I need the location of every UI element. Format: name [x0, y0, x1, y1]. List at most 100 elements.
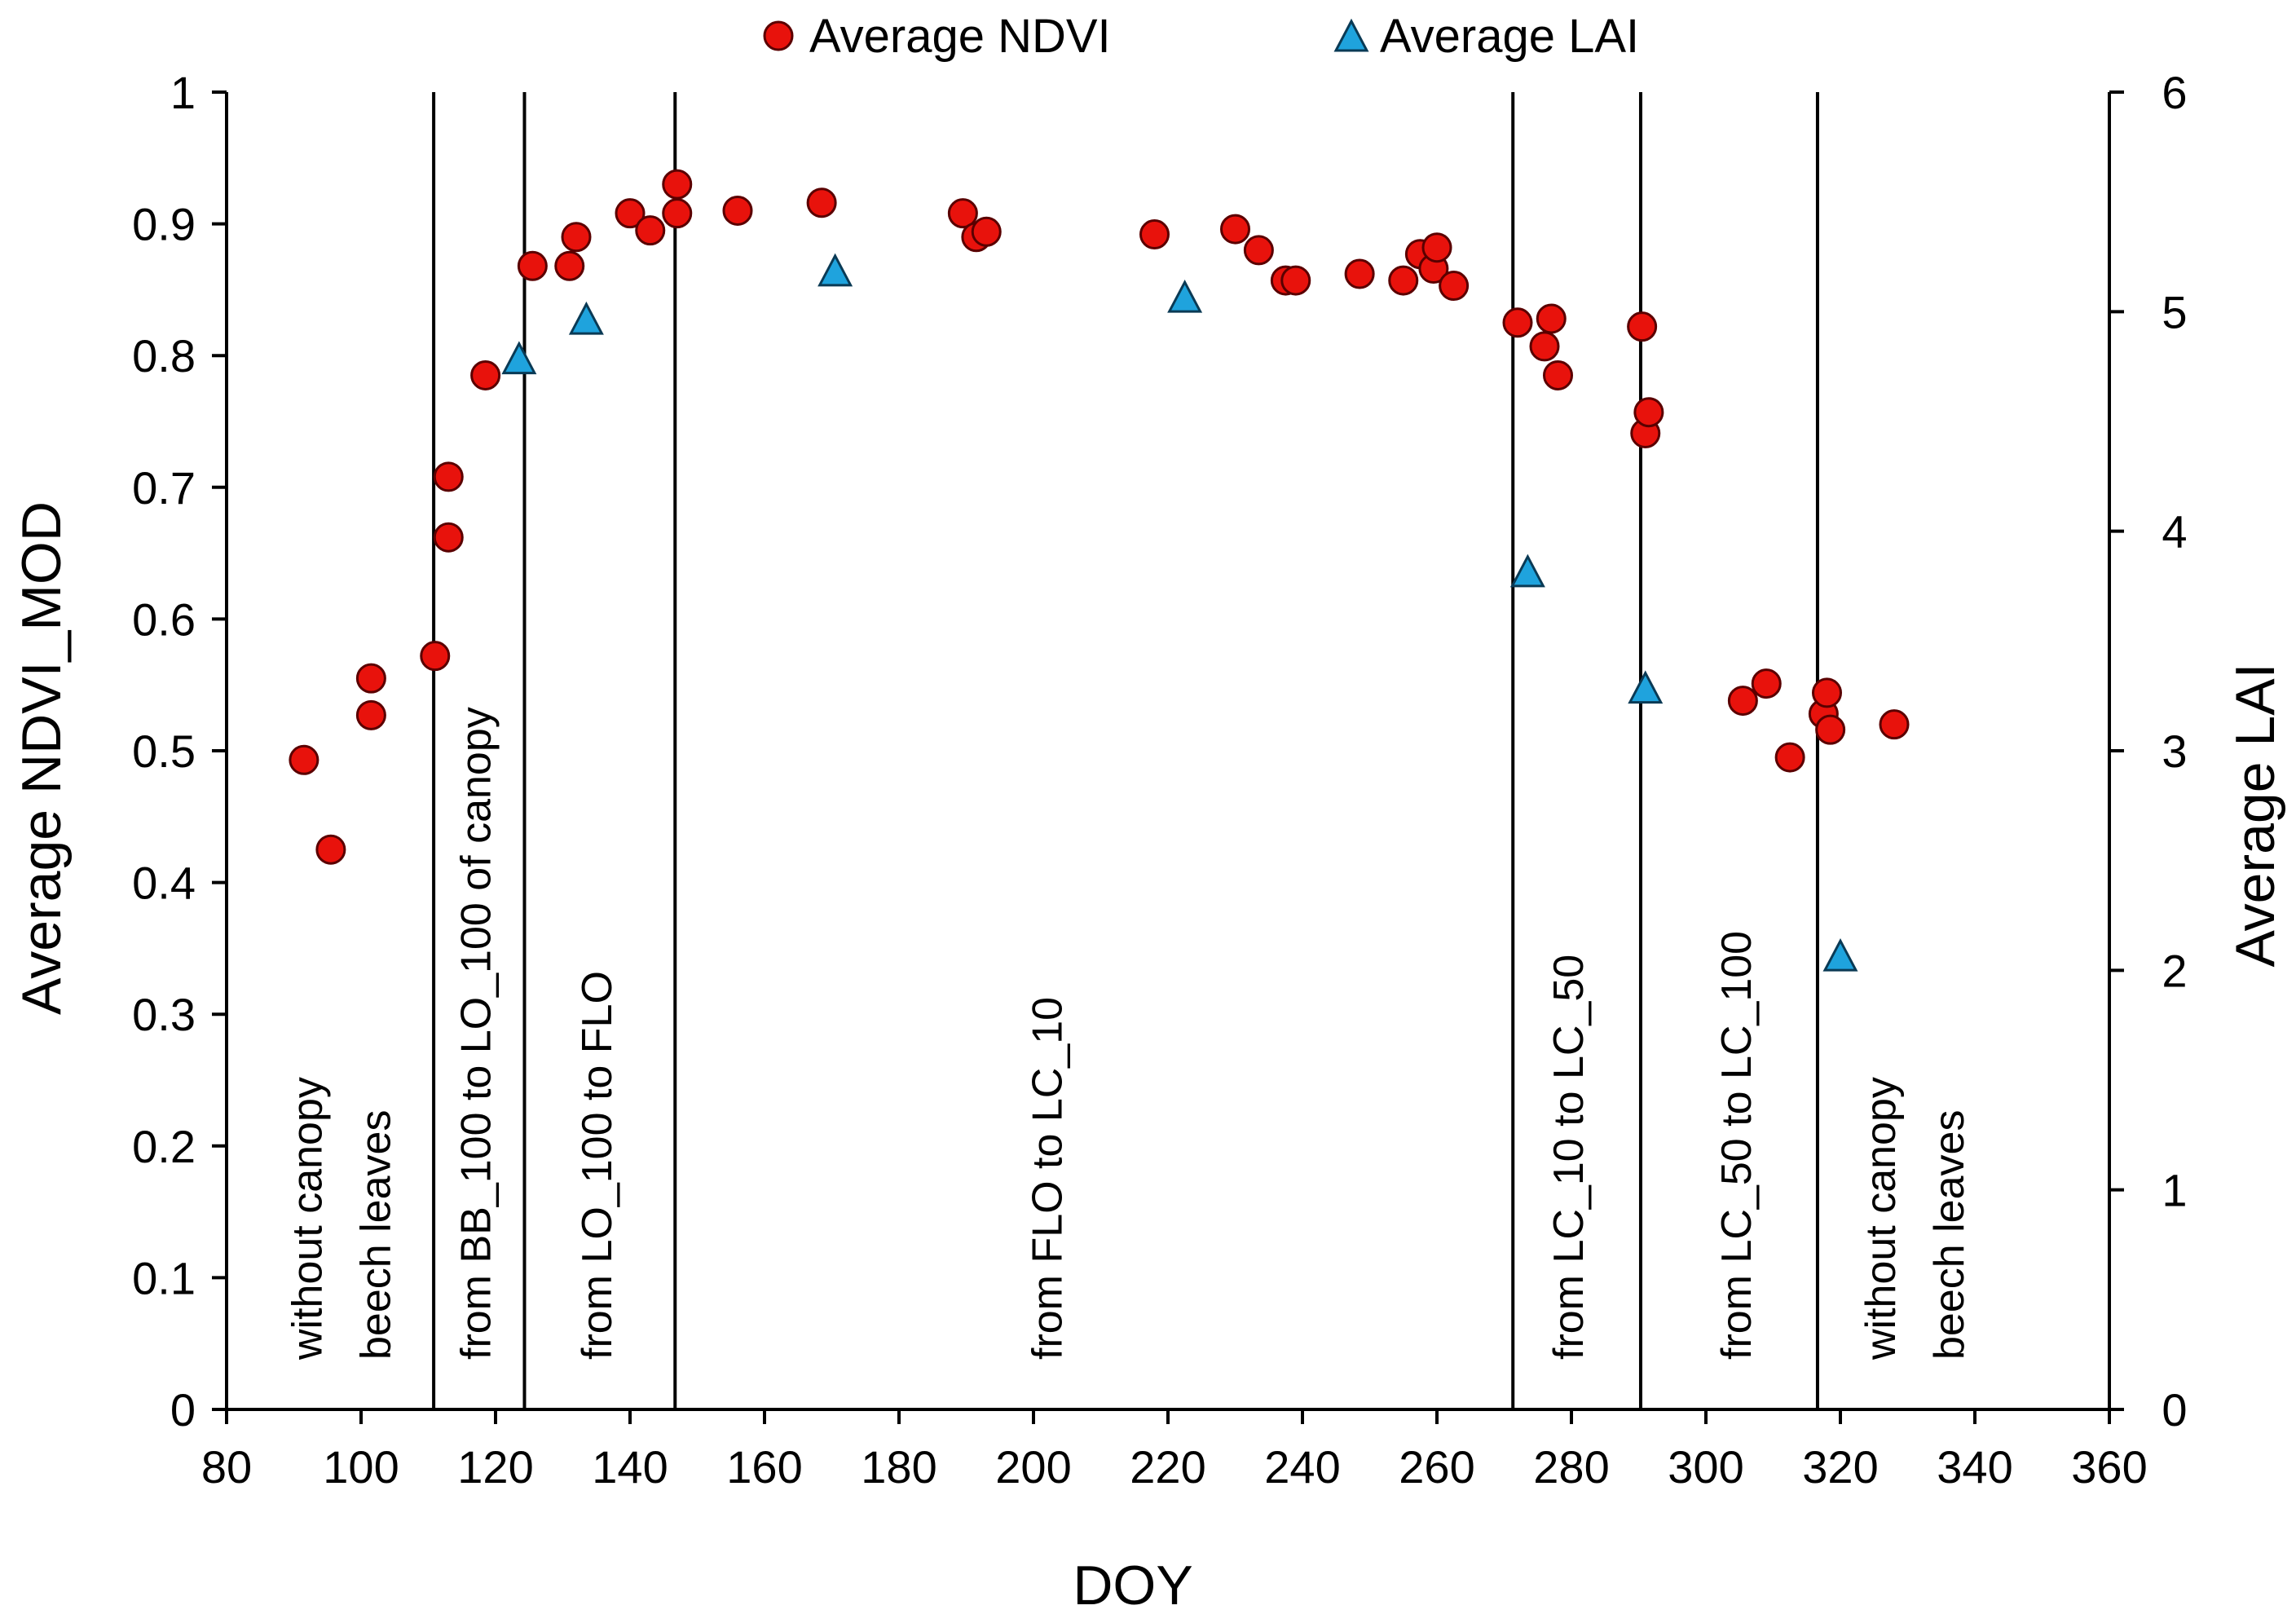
- lai-point: [1628, 670, 1664, 704]
- ndvi-point: [561, 222, 592, 253]
- ndvi-point: [806, 187, 837, 218]
- ndvi-point: [1388, 265, 1419, 296]
- lai-point: [501, 341, 537, 375]
- ndvi-point: [722, 195, 753, 226]
- ndvi-point: [1344, 258, 1375, 289]
- legend-ndvi-marker: [763, 20, 794, 51]
- legend: Average NDVI Average LAI: [763, 10, 1639, 63]
- ndvi-point: [635, 215, 666, 246]
- x-tick-label: 100: [323, 1441, 399, 1493]
- ndvi-point: [1529, 331, 1560, 362]
- y-tick-label: 0.6: [132, 593, 196, 645]
- phase-label: from FLO to LC_10: [1025, 997, 1072, 1360]
- ndvi-point: [1536, 303, 1567, 334]
- ndvi-point: [355, 663, 386, 694]
- y2-tick-label: 5: [2162, 286, 2187, 337]
- x-axis-title: DOY: [1073, 1555, 1192, 1616]
- x-tick-label: 340: [1937, 1441, 2012, 1493]
- y-axis-title: Average NDVI_MOD: [11, 501, 73, 1015]
- ndvi-point: [1774, 742, 1805, 773]
- y2-tick-label: 4: [2162, 506, 2187, 558]
- ndvi-point: [1727, 686, 1758, 717]
- ndvi-point: [554, 250, 585, 281]
- ndvi-point: [615, 198, 646, 229]
- ndvi-point: [433, 461, 464, 492]
- ndvi-point: [1220, 214, 1250, 245]
- x-tick-label: 180: [861, 1441, 936, 1493]
- y2-tick-label: 1: [2162, 1165, 2187, 1216]
- lai-point: [817, 253, 853, 287]
- ndvi-point: [1421, 232, 1452, 263]
- x-tick-label: 300: [1668, 1441, 1743, 1493]
- ndvi-point: [1543, 359, 1573, 390]
- ndvi-point: [1812, 677, 1842, 708]
- y-tick-label: 0.9: [132, 199, 196, 250]
- phase-label: without canopy: [1858, 1077, 1905, 1361]
- x-tick-label: 320: [1802, 1441, 1878, 1493]
- y2-tick-label: 0: [2162, 1384, 2187, 1436]
- ndvi-point: [355, 699, 386, 730]
- ndvi-point: [420, 641, 451, 672]
- lai-point: [1822, 937, 1858, 972]
- x-tick-label: 160: [726, 1441, 802, 1493]
- ndvi-point: [1243, 235, 1274, 266]
- ndvi-point: [1627, 311, 1658, 342]
- phase-label: from LC_10 to LC_50: [1545, 955, 1593, 1360]
- ndvi-point: [1879, 709, 1910, 740]
- y-tick-label: 0: [170, 1384, 196, 1436]
- ndvi-point: [315, 834, 346, 865]
- phase-label: from LC_50 to LC_100: [1713, 931, 1761, 1360]
- ndvi-point: [1439, 271, 1470, 302]
- ndvi-point: [1139, 219, 1170, 250]
- lai-point: [1509, 553, 1545, 588]
- ndvi-point: [971, 216, 1002, 247]
- x-tick-label: 220: [1130, 1441, 1205, 1493]
- ndvi-series: [289, 169, 1910, 865]
- x-tick-label: 120: [457, 1441, 533, 1493]
- y-tick-label: 0.1: [132, 1252, 196, 1303]
- ndvi-point: [517, 250, 548, 281]
- y-tick-label: 0.8: [132, 330, 196, 381]
- y-tick-label: 0.2: [132, 1121, 196, 1172]
- phase-labels: without canopy beech leaves from BB_100 to…: [284, 707, 1973, 1361]
- ndvi-point: [1280, 265, 1311, 296]
- x-tick-label: 360: [2071, 1441, 2147, 1493]
- lai-point: [1167, 279, 1203, 313]
- phase-label: from BB_100 to LO_100 of canopy: [452, 707, 500, 1360]
- phase-label: from LO_100 to FLO: [574, 971, 621, 1360]
- lai-series: [501, 253, 1858, 972]
- phase-label: beech leaves: [1926, 1110, 1973, 1360]
- y2-tick-label: 3: [2162, 725, 2187, 777]
- x-tick-label: 80: [201, 1441, 252, 1493]
- y-tick-label: 0.5: [132, 725, 196, 777]
- legend-lai-label: Average LAI: [1380, 10, 1639, 63]
- ndvi-point: [662, 169, 693, 200]
- legend-lai-marker: [1333, 18, 1369, 52]
- y-tick-label: 0.3: [132, 989, 196, 1040]
- ticks: 80 100 120 140 160 180 200 220 240 260 280 300 320 34…: [132, 67, 2187, 1493]
- ndvi-point: [947, 198, 978, 229]
- x-tick-label: 240: [1264, 1441, 1340, 1493]
- y2-tick-label: 6: [2162, 67, 2187, 118]
- y2-tick-label: 2: [2162, 945, 2187, 996]
- x-tick-label: 280: [1533, 1441, 1609, 1493]
- phase-label: beech leaves: [352, 1110, 399, 1360]
- x-tick-label: 200: [995, 1441, 1071, 1493]
- ndvi-point: [1633, 397, 1664, 428]
- ndvi-point: [1502, 307, 1533, 338]
- ndvi-point: [1751, 668, 1782, 699]
- ndvi-point: [662, 198, 693, 229]
- lai-point: [568, 301, 604, 335]
- y-tick-label: 0.7: [132, 462, 196, 514]
- ndvi-point: [470, 359, 501, 390]
- ndvi-point: [1815, 714, 1846, 745]
- ndvi-point: [433, 522, 464, 553]
- legend-ndvi-label: Average NDVI: [809, 10, 1111, 63]
- y-tick-label: 1: [170, 67, 196, 118]
- phase-label: without canopy: [284, 1077, 331, 1361]
- x-tick-label: 260: [1399, 1441, 1474, 1493]
- y2-axis-title: Average LAI: [2224, 663, 2286, 967]
- y-tick-label: 0.4: [132, 858, 196, 909]
